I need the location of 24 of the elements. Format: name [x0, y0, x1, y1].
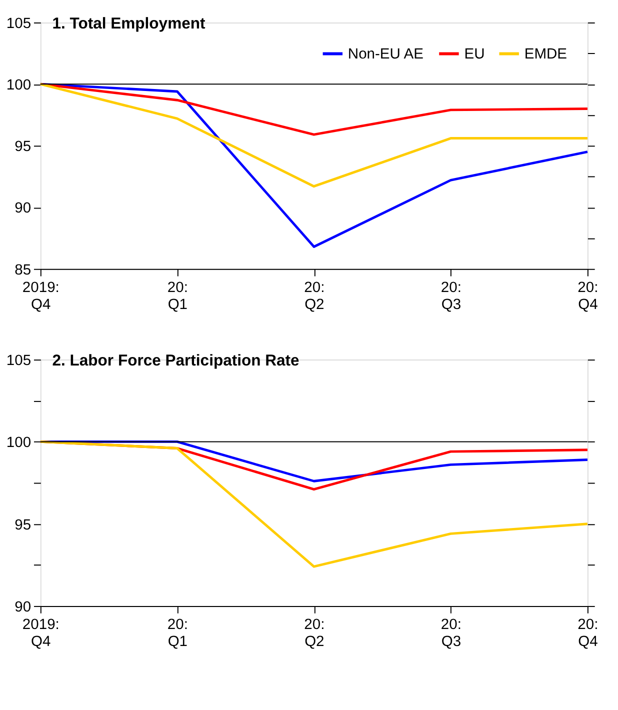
y-tick-label: 95 — [14, 139, 32, 156]
x-tick-label: 20: Q4 — [578, 617, 598, 650]
legend-label: Non-EU AE — [348, 46, 424, 63]
x-tick-label: 2019: Q4 — [22, 617, 60, 650]
x-tick-label: 20: Q2 — [304, 617, 325, 650]
x-tick-label: 20: Q3 — [440, 617, 462, 650]
y-tick-label: 90 — [14, 200, 32, 217]
y-tick-label: 105 — [6, 352, 32, 369]
legend-label: EU — [464, 46, 485, 63]
y-tick-label: 105 — [6, 16, 32, 32]
legend-label: EMDE — [524, 46, 568, 63]
x-tick-label: 20: Q1 — [167, 617, 188, 650]
y-tick-label: 85 — [14, 262, 32, 278]
y-tick-label: 100 — [6, 435, 32, 452]
x-tick-label: 20: Q3 — [440, 280, 462, 313]
x-tick-label: 20: Q1 — [167, 280, 188, 313]
x-tick-label: 20: Q2 — [304, 280, 325, 313]
y-tick-label: 95 — [14, 517, 32, 534]
x-tick-label: 20: Q4 — [578, 280, 598, 313]
chart-title: 1. Total Employment — [52, 15, 206, 32]
x-tick-label: 2019: Q4 — [22, 280, 60, 313]
y-tick-label: 100 — [6, 77, 32, 94]
chart-title: 2. Labor Force Participation Rate — [52, 352, 300, 370]
y-tick-label: 90 — [14, 599, 32, 616]
